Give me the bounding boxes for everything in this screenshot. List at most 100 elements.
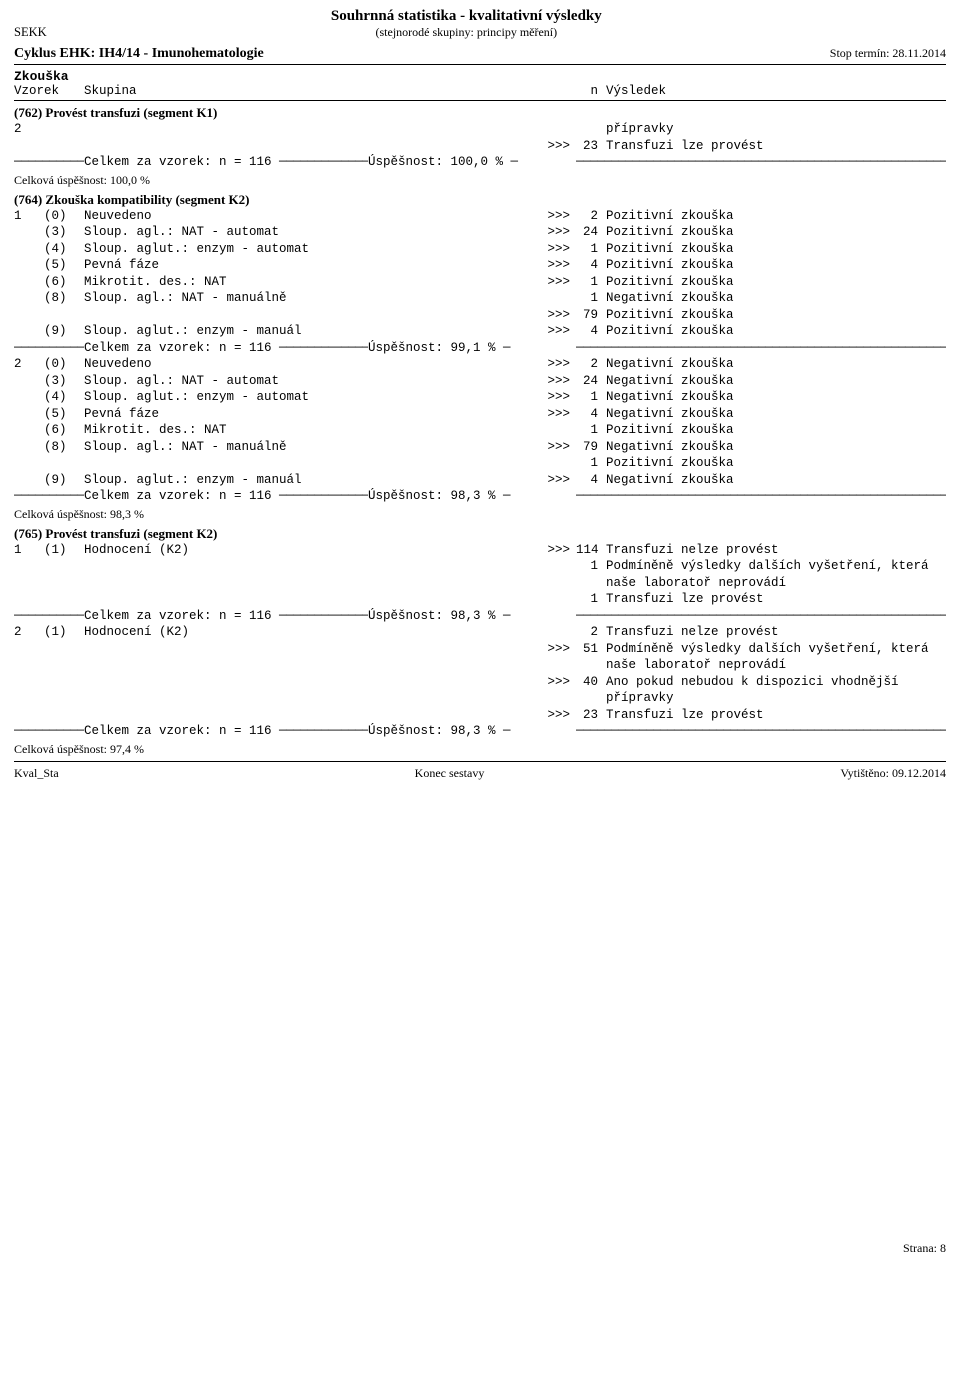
mark: >>>	[528, 439, 576, 456]
sample-id	[14, 406, 44, 423]
mark: >>>	[528, 373, 576, 390]
data-row: (6)Mikrotit. des.: NAT>>>1Pozitivní zkou…	[14, 274, 946, 291]
mark: >>>	[528, 208, 576, 225]
sample-id	[14, 307, 44, 324]
sample-id	[14, 591, 44, 608]
doc-subtitle: (stejnorodé skupiny: principy měření)	[47, 25, 886, 40]
data-row: 2přípravky	[14, 121, 946, 138]
sample-id: 2	[14, 356, 44, 373]
summary-label: Celkem za vzorek: n = 116 ──────────────…	[84, 608, 334, 625]
group-name: Mikrotit. des.: NAT	[84, 274, 368, 291]
sample-id	[14, 674, 44, 707]
group-code: (3)	[44, 224, 84, 241]
data-row: (3)Sloup. agl.: NAT - automat>>>24Negati…	[14, 373, 946, 390]
count: 4	[576, 406, 606, 423]
group-code	[44, 558, 84, 591]
data-row: >>>51Podmíněně výsledky dalších vyšetřen…	[14, 641, 946, 674]
dash-rule: ────────────────────────────────────────…	[14, 488, 84, 505]
result-text: Negativní zkouška	[606, 290, 946, 307]
mark	[528, 422, 576, 439]
mark	[528, 290, 576, 307]
summary-label: Celkem za vzorek: n = 116 ──────────────…	[84, 340, 334, 357]
group-name: Pevná fáze	[84, 406, 368, 423]
group-name: Sloup. aglut.: enzym - automat	[84, 241, 368, 258]
count: 1	[576, 558, 606, 591]
rule	[14, 64, 946, 65]
sample-id: 1	[14, 208, 44, 225]
count: 114	[576, 542, 606, 559]
footer-left: Kval_Sta	[14, 766, 59, 781]
rule	[14, 761, 946, 762]
sample-summary: ────────────────────────────────────────…	[14, 488, 946, 505]
count: 1	[576, 274, 606, 291]
data-row: 2(0)Neuvedeno>>>2Negativní zkouška	[14, 356, 946, 373]
count: 24	[576, 224, 606, 241]
data-row: (8)Sloup. agl.: NAT - manuálně1Negativní…	[14, 290, 946, 307]
result-text: Ano pokud nebudou k dispozici vhodnější …	[606, 674, 946, 707]
group-code: (6)	[44, 422, 84, 439]
result-text: Negativní zkouška	[606, 373, 946, 390]
count: 2	[576, 356, 606, 373]
summary-label: Celkem za vzorek: n = 116 ──────────────…	[84, 154, 334, 171]
group-code: (5)	[44, 406, 84, 423]
dash-rule: ────────────────────────────────────────…	[576, 723, 946, 740]
group-name	[84, 121, 368, 138]
sample-id	[14, 472, 44, 489]
sample-id	[14, 224, 44, 241]
sample-id: 2	[14, 624, 44, 641]
mark: >>>	[528, 138, 576, 155]
result-text: Pozitivní zkouška	[606, 257, 946, 274]
group-code	[44, 674, 84, 707]
count: 79	[576, 307, 606, 324]
group-name: Sloup. agl.: NAT - automat	[84, 224, 368, 241]
group-code: (4)	[44, 241, 84, 258]
sample-id: 2	[14, 121, 44, 138]
result-text: Pozitivní zkouška	[606, 224, 946, 241]
mark: >>>	[528, 472, 576, 489]
count: 1	[576, 389, 606, 406]
count: 1	[576, 290, 606, 307]
group-name	[84, 455, 368, 472]
mark	[528, 121, 576, 138]
group-name: Sloup. aglut.: enzym - automat	[84, 389, 368, 406]
result-text: Negativní zkouška	[606, 406, 946, 423]
group-code	[44, 307, 84, 324]
summary-usp: Úspěšnost: 99,1 % ─	[368, 340, 576, 357]
group-code	[44, 455, 84, 472]
sample-id	[14, 455, 44, 472]
sample-id	[14, 241, 44, 258]
sample-id	[14, 641, 44, 674]
overall-success: Celková úspěšnost: 98,3 %	[14, 507, 946, 522]
sample-summary: ────────────────────────────────────────…	[14, 340, 946, 357]
overall-success: Celková úspěšnost: 97,4 %	[14, 742, 946, 757]
result-text: Pozitivní zkouška	[606, 208, 946, 225]
group-code	[44, 591, 84, 608]
group-name: Neuvedeno	[84, 208, 368, 225]
group-name	[84, 674, 368, 707]
rule	[14, 100, 946, 101]
group-code: (1)	[44, 624, 84, 641]
section-title: (765) Provést transfuzi (segment K2)	[14, 526, 946, 542]
data-row: (8)Sloup. agl.: NAT - manuálně>>>79Negat…	[14, 439, 946, 456]
result-text: Transfuzi nelze provést	[606, 542, 946, 559]
group-name	[84, 591, 368, 608]
col-n: n	[528, 84, 606, 98]
dash-rule: ────────────────────────────────────────…	[14, 723, 84, 740]
group-code: (9)	[44, 472, 84, 489]
mark: >>>	[528, 707, 576, 724]
sample-id	[14, 373, 44, 390]
count: 1	[576, 591, 606, 608]
group-name: Neuvedeno	[84, 356, 368, 373]
mark: >>>	[528, 406, 576, 423]
dash-rule: ────────────────────────────────────────…	[14, 154, 84, 171]
mark: >>>	[528, 542, 576, 559]
count: 24	[576, 373, 606, 390]
dash-rule: ────────────────────────────────────────…	[14, 340, 84, 357]
result-text: Negativní zkouška	[606, 439, 946, 456]
page-number: Strana: 8	[14, 1241, 946, 1256]
data-row: 1Podmíněně výsledky dalších vyšetření, k…	[14, 558, 946, 591]
data-row: 1(1)Hodnocení (K2)>>>114Transfuzi nelze …	[14, 542, 946, 559]
count	[576, 121, 606, 138]
sample-id	[14, 138, 44, 155]
footer-center: Konec sestavy	[415, 766, 485, 781]
